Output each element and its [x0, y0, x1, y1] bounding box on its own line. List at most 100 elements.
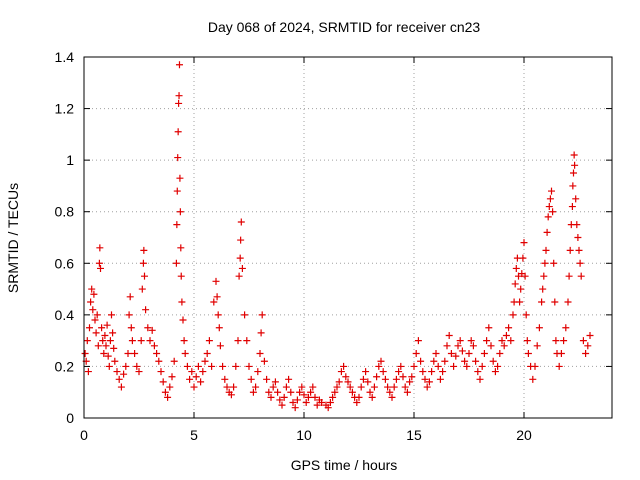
data-point — [489, 357, 497, 365]
data-point — [377, 357, 385, 365]
data-point — [355, 393, 363, 401]
data-point — [215, 324, 223, 332]
data-point — [397, 362, 405, 370]
data-point — [280, 393, 288, 401]
data-point — [478, 362, 486, 370]
data-point — [441, 357, 449, 365]
data-point — [436, 375, 444, 383]
data-point — [512, 264, 520, 272]
data-point — [99, 337, 107, 345]
data-point — [384, 383, 392, 391]
data-point — [535, 324, 543, 332]
data-point — [161, 388, 169, 396]
data-point — [346, 383, 354, 391]
data-point — [340, 362, 348, 370]
data-point — [366, 388, 374, 396]
data-point — [572, 195, 580, 203]
grid-lines — [84, 57, 612, 418]
data-point — [210, 298, 218, 306]
data-point — [509, 311, 517, 319]
data-point — [139, 259, 147, 267]
data-point — [278, 401, 286, 409]
data-point — [88, 285, 96, 293]
data-point — [177, 244, 185, 252]
data-point — [324, 404, 332, 412]
data-point — [157, 368, 165, 376]
data-point — [463, 362, 471, 370]
data-point — [256, 350, 264, 358]
data-point — [140, 246, 148, 254]
data-point — [111, 357, 119, 365]
data-point — [467, 337, 475, 345]
data-point — [208, 362, 216, 370]
data-point — [430, 357, 438, 365]
data-point — [260, 357, 268, 365]
data-point — [175, 99, 183, 107]
data-point — [519, 254, 527, 262]
data-point — [379, 368, 387, 376]
data-point — [443, 342, 451, 350]
data-point — [109, 329, 117, 337]
data-point — [560, 337, 568, 345]
data-point — [406, 378, 414, 386]
data-point — [454, 342, 462, 350]
data-point — [311, 393, 319, 401]
data-point — [247, 375, 255, 383]
data-point — [313, 401, 321, 409]
data-point — [571, 161, 579, 169]
data-point — [175, 92, 183, 100]
data-point — [124, 350, 132, 358]
data-point — [194, 362, 202, 370]
data-points — [81, 61, 594, 412]
data-point — [401, 383, 409, 391]
data-point — [414, 337, 422, 345]
data-point — [235, 272, 243, 280]
data-point — [333, 383, 341, 391]
data-point — [540, 272, 548, 280]
data-point — [461, 357, 469, 365]
data-point — [122, 362, 130, 370]
data-point — [434, 362, 442, 370]
data-point — [574, 234, 582, 241]
data-point — [542, 246, 550, 254]
data-point — [285, 375, 293, 383]
data-point — [428, 368, 436, 376]
data-point — [546, 195, 554, 203]
data-point — [476, 375, 484, 383]
data-point — [93, 311, 101, 319]
data-point — [89, 306, 97, 314]
data-point — [564, 298, 572, 306]
data-point — [176, 208, 184, 216]
data-point — [337, 368, 345, 376]
data-point — [174, 154, 182, 162]
data-point — [586, 331, 594, 339]
x-tick-label: 20 — [516, 427, 532, 443]
data-point — [483, 337, 491, 345]
data-point — [203, 350, 211, 358]
data-point — [230, 383, 238, 391]
data-point — [523, 337, 531, 345]
data-point — [153, 350, 161, 358]
data-point — [95, 259, 103, 267]
data-point — [276, 396, 284, 404]
data-point — [83, 337, 91, 345]
data-point — [309, 383, 317, 391]
data-point — [186, 375, 194, 383]
data-point — [573, 221, 581, 229]
data-point — [177, 272, 185, 280]
data-point — [219, 362, 227, 370]
data-point — [487, 342, 495, 350]
data-point — [584, 342, 592, 350]
data-point — [91, 316, 99, 324]
data-point — [566, 246, 574, 254]
data-point — [103, 321, 111, 329]
data-point — [395, 368, 403, 376]
data-point — [179, 316, 187, 324]
data-point — [126, 293, 134, 301]
data-point — [201, 357, 209, 365]
data-point — [227, 391, 235, 399]
data-point — [141, 272, 148, 280]
data-point — [520, 239, 528, 247]
